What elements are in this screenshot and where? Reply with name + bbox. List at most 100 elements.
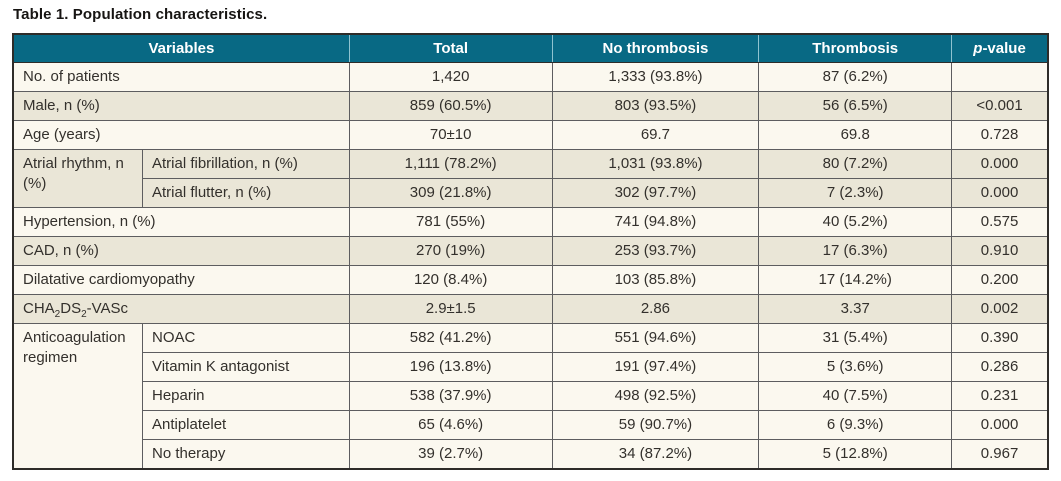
- cell-variable: CAD, n (%): [12, 236, 350, 266]
- cell-thrombosis: 3.37: [758, 294, 953, 324]
- cell-p-value: 0.002: [951, 294, 1049, 324]
- cell-variable: Heparin: [141, 381, 350, 411]
- cell-variable: Age (years): [12, 120, 350, 150]
- cell-variable: Hypertension, n (%): [12, 207, 350, 237]
- cell-p-value: 0.200: [951, 265, 1049, 295]
- cell-total: 1,111 (78.2%): [348, 149, 553, 179]
- cell-p-value: 0.910: [951, 236, 1049, 266]
- column-header-variables: Variables: [13, 34, 350, 63]
- cell-total: 39 (2.7%): [348, 439, 553, 470]
- cell-thrombosis: 5 (12.8%): [758, 439, 953, 470]
- column-header-no-thrombosis: No thrombosis: [551, 34, 759, 63]
- table-row: CAD, n (%) 270 (19%) 253 (93.7%) 17 (6.3…: [12, 236, 1049, 266]
- cell-total: 538 (37.9%): [348, 381, 553, 411]
- cell-variable: Dilatative cardiomyopathy: [12, 265, 350, 295]
- cell-variable: Antiplatelet: [141, 410, 350, 440]
- label-subscript: 2: [54, 309, 61, 320]
- table-row: No therapy 39 (2.7%) 34 (87.2%) 5 (12.8%…: [13, 439, 1049, 470]
- table-row: Atrial flutter, n (%) 309 (21.8%) 302 (9…: [13, 178, 1049, 208]
- cell-p-value: 0.000: [951, 149, 1049, 179]
- cell-no-thrombosis: 103 (85.8%): [551, 265, 760, 295]
- cell-variable: Male, n (%): [12, 91, 350, 121]
- table-row: Hypertension, n (%) 781 (55%) 741 (94.8%…: [12, 207, 1049, 237]
- cell-variable: No therapy: [141, 439, 350, 470]
- label-text: -VASc: [86, 300, 129, 317]
- cell-no-thrombosis: 1,333 (93.8%): [551, 62, 760, 92]
- label-text: CHA: [23, 300, 55, 317]
- cell-group-label: Anticoagulation regimen: [12, 323, 143, 470]
- header-row: Variables Total No thrombosis Thrombosis…: [13, 34, 1048, 63]
- cell-no-thrombosis: 69.7: [551, 120, 760, 150]
- table-row: Age (years) 70±10 69.7 69.8 0.728: [12, 120, 1049, 150]
- cell-no-thrombosis: 551 (94.6%): [551, 323, 760, 353]
- cell-no-thrombosis: 741 (94.8%): [551, 207, 760, 237]
- cell-total: 309 (21.8%): [348, 178, 553, 208]
- cell-p-value: 0.000: [951, 178, 1049, 208]
- cell-total: 70±10: [348, 120, 553, 150]
- cell-p-value: 0.231: [951, 381, 1049, 411]
- cell-thrombosis: 17 (6.3%): [758, 236, 953, 266]
- cell-no-thrombosis: 253 (93.7%): [551, 236, 760, 266]
- table-row: Male, n (%) 859 (60.5%) 803 (93.5%) 56 (…: [12, 91, 1049, 121]
- cell-thrombosis: 5 (3.6%): [758, 352, 953, 382]
- cell-p-value: [951, 62, 1049, 92]
- cell-group-label: Atrial rhythm, n (%): [12, 149, 143, 208]
- table-row: Atrial rhythm, n (%) Atrial fibrillation…: [12, 149, 1049, 208]
- cell-p-value: <0.001: [951, 91, 1049, 121]
- column-header-p-value: p-value: [951, 34, 1048, 63]
- cell-thrombosis: 17 (14.2%): [758, 265, 953, 295]
- cell-total: 270 (19%): [348, 236, 553, 266]
- cell-variable: CHA2DS2-VASc: [12, 294, 350, 324]
- cell-thrombosis: 69.8: [758, 120, 953, 150]
- cell-total: 196 (13.8%): [348, 352, 553, 382]
- cell-thrombosis: 7 (2.3%): [758, 178, 953, 208]
- population-characteristics-table: Variables Total No thrombosis Thrombosis…: [12, 33, 1049, 470]
- cell-total: 2.9±1.5: [348, 294, 553, 324]
- label-text: DS: [60, 300, 82, 317]
- cell-no-thrombosis: 498 (92.5%): [551, 381, 760, 411]
- cell-variable: NOAC: [141, 323, 350, 353]
- cell-total: 781 (55%): [348, 207, 553, 237]
- cell-total: 859 (60.5%): [348, 91, 553, 121]
- p-value-rest: -value: [982, 40, 1026, 57]
- cell-total: 65 (4.6%): [348, 410, 553, 440]
- table-row: Dilatative cardiomyopathy 120 (8.4%) 103…: [12, 265, 1049, 295]
- cell-p-value: 0.967: [951, 439, 1049, 470]
- p-value-italic-p: p: [973, 40, 983, 57]
- cell-no-thrombosis: 2.86: [551, 294, 760, 324]
- cell-variable: Atrial flutter, n (%): [141, 178, 350, 208]
- cell-variable: Vitamin K antagonist: [141, 352, 350, 382]
- cell-no-thrombosis: 191 (97.4%): [551, 352, 760, 382]
- cell-thrombosis: 40 (5.2%): [758, 207, 953, 237]
- table-row: Heparin 538 (37.9%) 498 (92.5%) 40 (7.5%…: [13, 381, 1049, 411]
- cell-p-value: 0.286: [951, 352, 1049, 382]
- cell-p-value: 0.000: [951, 410, 1049, 440]
- cell-thrombosis: 40 (7.5%): [758, 381, 953, 411]
- label-subscript: 2: [81, 309, 87, 320]
- column-header-thrombosis: Thrombosis: [758, 34, 952, 63]
- cell-total: 120 (8.4%): [348, 265, 553, 295]
- table-row: Vitamin K antagonist 196 (13.8%) 191 (97…: [13, 352, 1049, 382]
- table-row: Anticoagulation regimen NOAC 582 (41.2%)…: [12, 323, 1049, 470]
- cell-variable: No. of patients: [12, 62, 350, 92]
- cell-total: 1,420: [348, 62, 553, 92]
- cell-no-thrombosis: 302 (97.7%): [551, 178, 760, 208]
- cell-no-thrombosis: 1,031 (93.8%): [551, 149, 760, 179]
- cell-total: 582 (41.2%): [348, 323, 553, 353]
- cell-thrombosis: 56 (6.5%): [758, 91, 953, 121]
- cell-variable: Atrial fibrillation, n (%): [141, 149, 350, 179]
- table-row: No. of patients 1,420 1,333 (93.8%) 87 (…: [12, 62, 1049, 92]
- cell-thrombosis: 31 (5.4%): [758, 323, 953, 353]
- table-row: CHA2DS2-VASc 2.9±1.5 2.86 3.37 0.002: [12, 294, 1049, 324]
- cell-no-thrombosis: 34 (87.2%): [551, 439, 760, 470]
- cell-p-value: 0.728: [951, 120, 1049, 150]
- table-row: Antiplatelet 65 (4.6%) 59 (90.7%) 6 (9.3…: [13, 410, 1049, 440]
- cell-thrombosis: 6 (9.3%): [758, 410, 953, 440]
- cell-thrombosis: 87 (6.2%): [758, 62, 953, 92]
- cell-no-thrombosis: 59 (90.7%): [551, 410, 760, 440]
- cell-p-value: 0.390: [951, 323, 1049, 353]
- cell-no-thrombosis: 803 (93.5%): [551, 91, 760, 121]
- cell-p-value: 0.575: [951, 207, 1049, 237]
- cell-thrombosis: 80 (7.2%): [758, 149, 953, 179]
